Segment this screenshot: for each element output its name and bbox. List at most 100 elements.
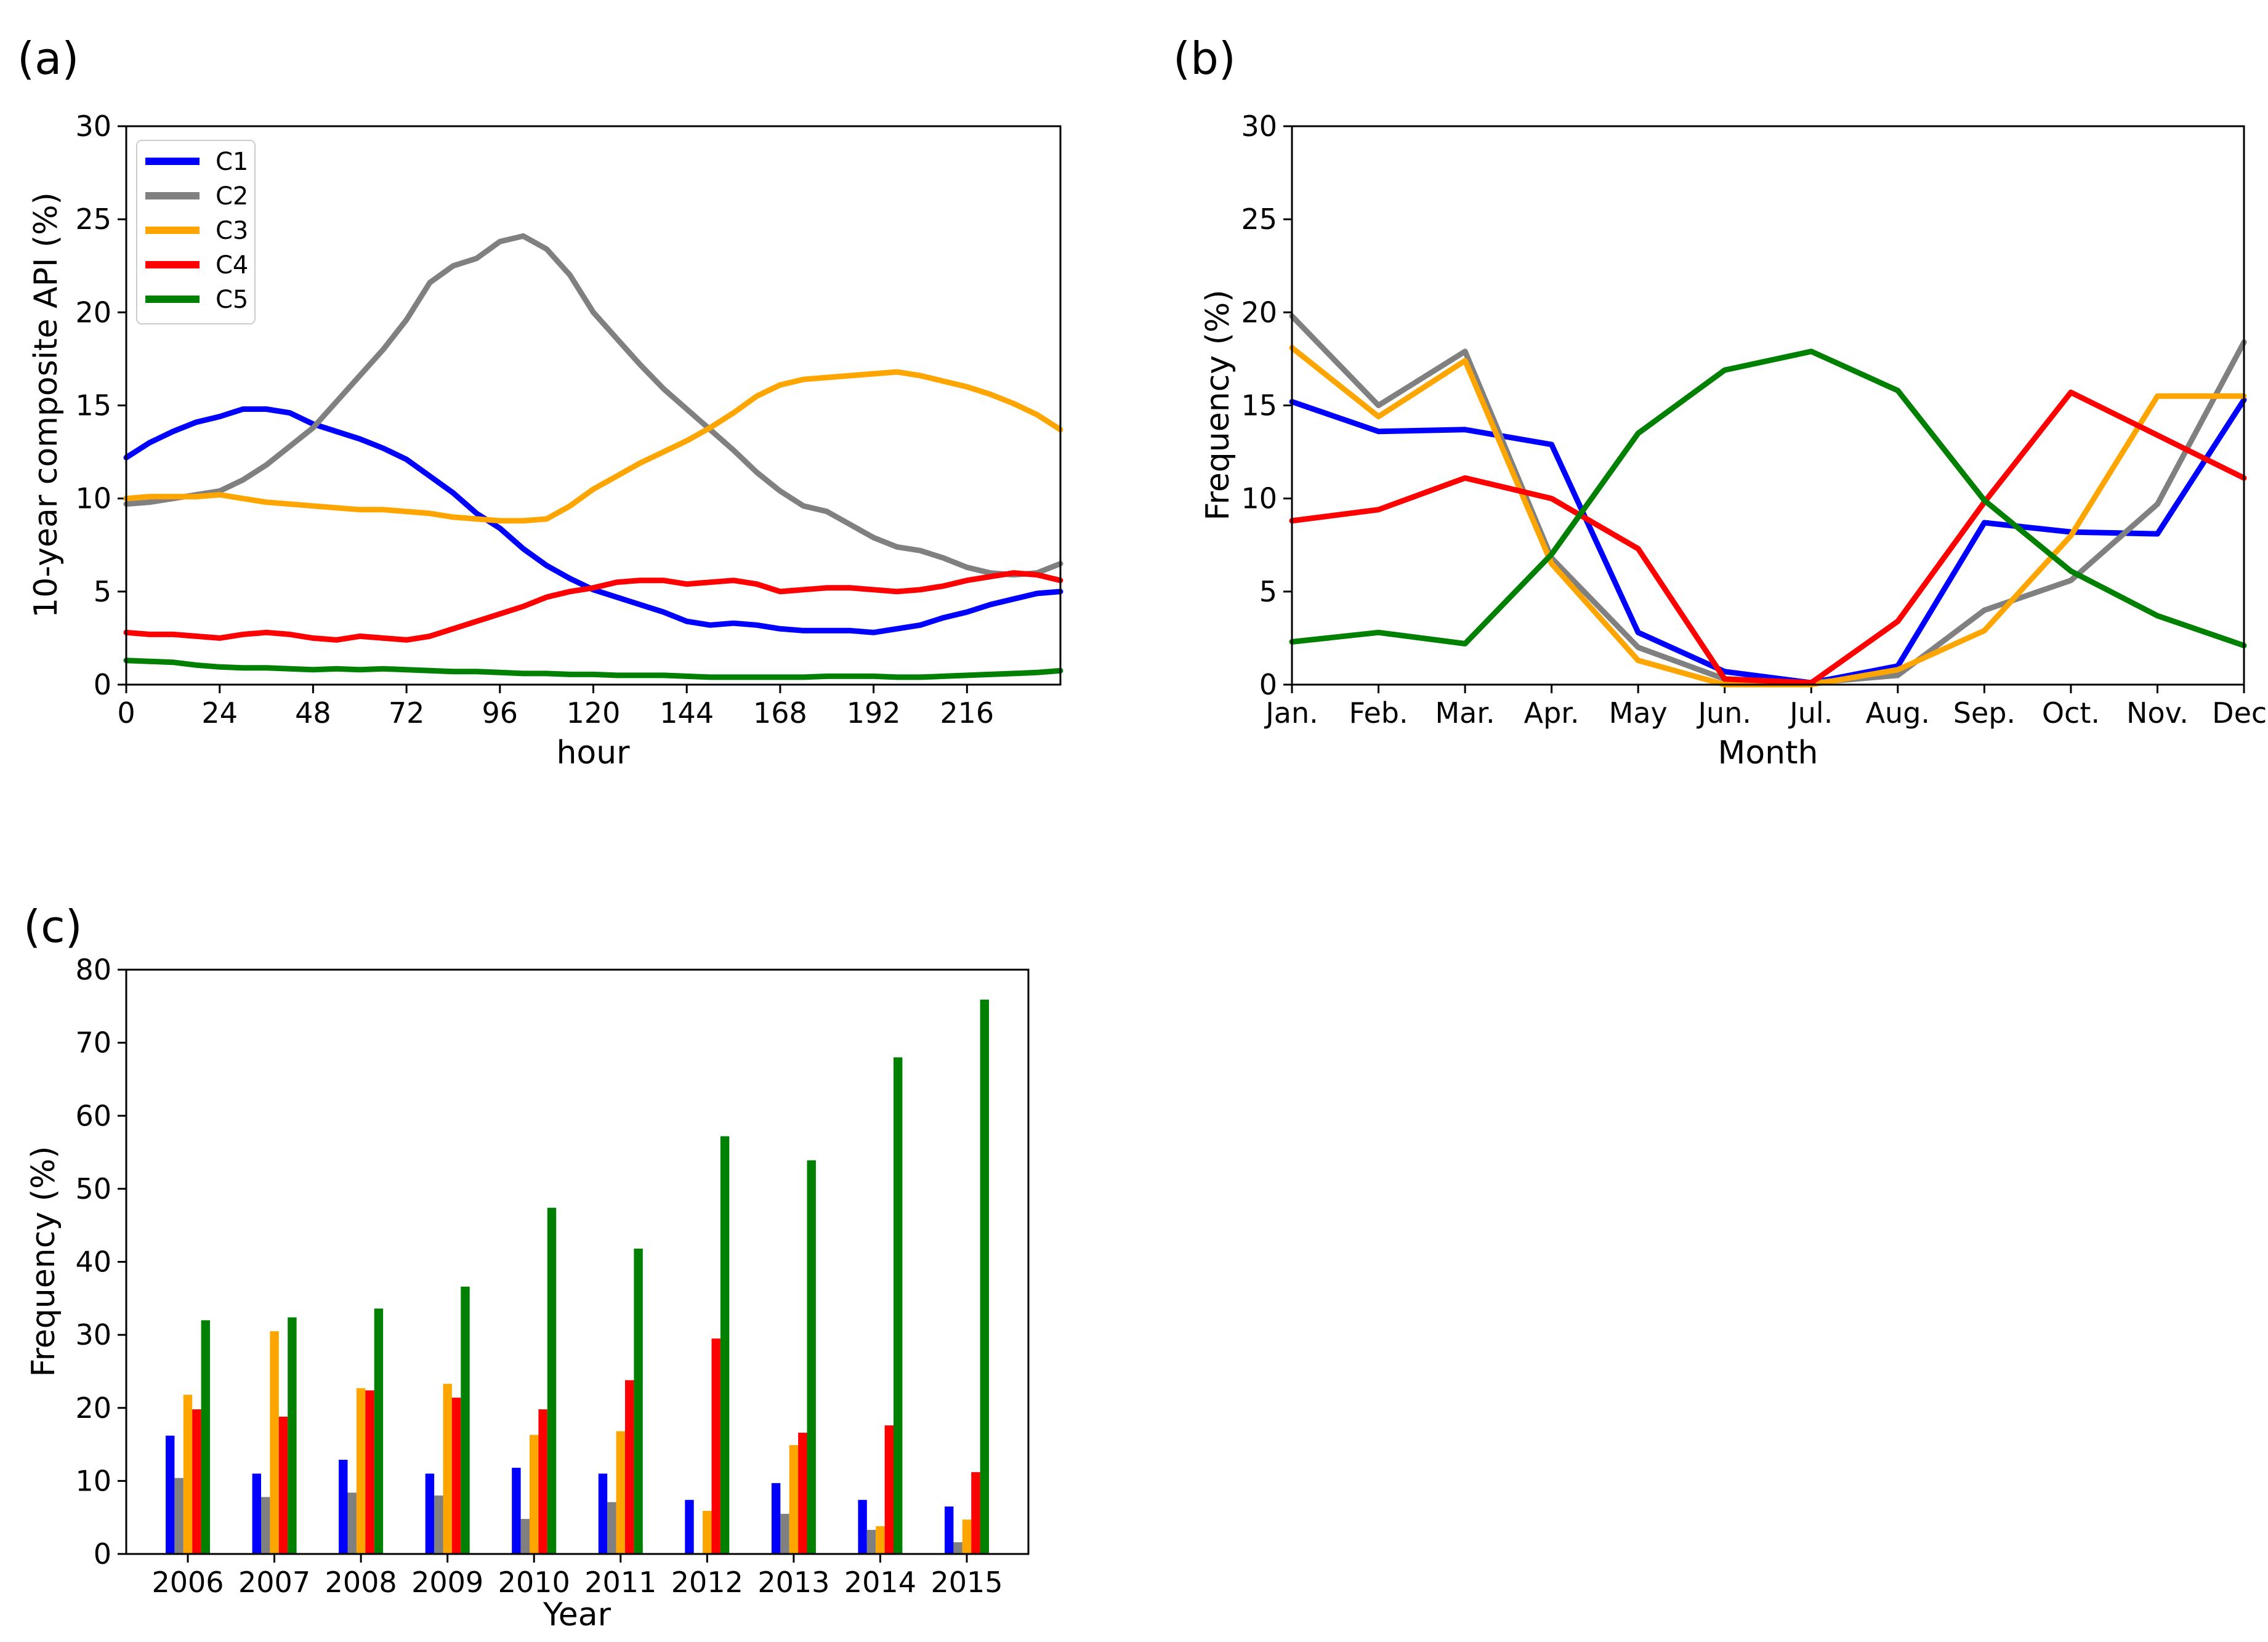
- panel-c-y-axis-label: Frequency (%): [25, 1146, 62, 1377]
- panel-b-y-tick-label: 20: [1241, 296, 1277, 329]
- panel-a-plot-frame: [125, 125, 1062, 686]
- panel-b-x-tick-label: Jul.: [1788, 696, 1833, 730]
- panel-a-x-tick-label: 216: [940, 696, 994, 730]
- panel-a-plot-area: 0 5 10 15 20 25 30 0 24 48 72 96 120 144 168 192 216 C1 C2…: [75, 110, 1063, 730]
- panel-c-bar-C4-2007: [278, 1417, 288, 1554]
- panel-a-series-line-C3: [123, 369, 1063, 524]
- panel-a-x-tick-label: 144: [660, 696, 714, 730]
- panel-c-bar-C2-2008: [347, 1492, 357, 1554]
- panel-c-x-tick-label: 2008: [325, 1566, 397, 1599]
- panel-c-bar-C1-2011: [598, 1473, 608, 1554]
- panel-a-y-tick-label: 25: [75, 203, 111, 236]
- panel-c-bar-C3-2008: [356, 1388, 366, 1554]
- panel-c-bar-C2-2009: [434, 1495, 443, 1554]
- panel-a-x-tick-label: 168: [753, 696, 807, 730]
- panel-c-bar-C1-2009: [425, 1473, 435, 1554]
- panel-c-bar-C2-2013: [780, 1513, 789, 1554]
- panel-b-x-tick-label: Mar.: [1435, 696, 1495, 730]
- panel-c-y-tick-label: 70: [75, 1026, 111, 1060]
- panel-b-y-axis-label: Frequency (%): [1200, 289, 1237, 520]
- panel-c-bar-C1-2015: [945, 1506, 954, 1554]
- panel-a-legend-label-C4: C4: [216, 251, 248, 280]
- panel-a-x-tick-label: 24: [201, 696, 238, 730]
- panel-c-y-tick-label: 10: [75, 1464, 111, 1497]
- panel-c-bar-C3-2012: [703, 1511, 712, 1554]
- panel-b-x-tick-label: Sep.: [1953, 696, 2016, 730]
- panel-b-x-tick-label: Aug.: [1866, 696, 1930, 730]
- panel-c-y-tick-label: 80: [75, 953, 111, 986]
- panel-a-x-tick-label: 48: [295, 696, 331, 730]
- panel-b-chart: (b) Month Frequency (%) 0 5 10 15 20 25 30 Jan.…: [1173, 33, 2268, 771]
- panel-a-y-tick-label: 5: [94, 575, 111, 608]
- panel-c-bar-C1-2007: [252, 1473, 261, 1554]
- panel-c-bar-C3-2013: [789, 1445, 799, 1554]
- panel-b-y-tick-label: 25: [1241, 203, 1277, 236]
- panel-c-bar-C2-2015: [953, 1542, 962, 1554]
- panel-a-x-tick-label: 192: [847, 696, 901, 730]
- panel-b-x-axis-label: Month: [1718, 734, 1818, 771]
- panel-c-plot-area: 0 10 20 30 40 50 60 70 80 2006 2007 2008 2009 2010 201…: [75, 953, 1030, 1599]
- panel-c-bar-C3-2010: [530, 1435, 539, 1554]
- panel-a-chart: (a) hour 10-year composite API (%) 0 5 10 1…: [17, 33, 1063, 771]
- panel-a-y-axis-label: 10-year composite API (%): [28, 192, 65, 618]
- panel-c-bar-C3-2014: [876, 1526, 885, 1554]
- panel-c-bar-C3-2015: [962, 1519, 972, 1554]
- panel-c-bar-C1-2014: [858, 1500, 867, 1554]
- panel-c-bar-C1-2013: [771, 1483, 781, 1554]
- panel-a-legend-label-C2: C2: [216, 182, 248, 211]
- panel-c-bar-C2-2014: [866, 1529, 876, 1554]
- panel-a-label: (a): [17, 33, 79, 84]
- panel-a-series-line-C4: [123, 570, 1063, 643]
- panel-c-x-tick-label: 2009: [411, 1566, 483, 1599]
- panel-b-plot-area: 0 5 10 15 20 25 30 Jan. Feb. Mar. Apr. May Jun. Jul. A…: [1241, 110, 2268, 730]
- panel-b-series-line-C3: [1289, 345, 2247, 688]
- panel-c-bar-C3-2011: [616, 1431, 625, 1554]
- panel-c-x-tick-label: 2011: [584, 1566, 656, 1599]
- panel-a-y-tick-label: 0: [94, 668, 111, 701]
- panel-c-bar-C3-2009: [443, 1383, 452, 1554]
- panel-c-x-tick-label: 2015: [930, 1566, 1003, 1599]
- panel-a-y-tick-label: 20: [75, 296, 111, 329]
- panel-c-x-tick-label: 2010: [498, 1566, 570, 1599]
- panel-c-bar-C5-2013: [807, 1160, 816, 1554]
- panel-c-bar-C1-2006: [166, 1435, 175, 1554]
- panel-c-bar-C5-2009: [461, 1286, 470, 1554]
- panel-c-y-tick-label: 20: [75, 1391, 111, 1425]
- panel-b-x-tick-label: Feb.: [1349, 696, 1408, 730]
- panel-c-bar-C4-2013: [798, 1433, 807, 1554]
- panel-c-bar-C5-2012: [720, 1136, 730, 1554]
- panel-c-x-tick-label: 2007: [238, 1566, 310, 1599]
- panel-b-label: (b): [1173, 33, 1236, 84]
- panel-c-y-tick-label: 40: [75, 1246, 111, 1279]
- panel-b-series-line-C1: [1289, 396, 2247, 686]
- panel-a-series-line-C2: [123, 233, 1063, 578]
- panel-c-label: (c): [23, 901, 83, 952]
- panel-c-x-axis-label: Year: [543, 1596, 611, 1633]
- panel-c-y-tick-label: 50: [75, 1172, 111, 1205]
- panel-c-bar-C4-2010: [538, 1409, 547, 1554]
- panel-c-x-tick-label: 2013: [757, 1566, 829, 1599]
- panel-b-x-tick-label: Nov.: [2126, 696, 2189, 730]
- panel-a-series-line-C1: [123, 406, 1063, 635]
- panel-b-x-tick-label: Dec.: [2212, 696, 2268, 730]
- panel-a-x-tick-label: 72: [389, 696, 425, 730]
- panel-b-y-tick-label: 0: [1259, 668, 1277, 701]
- panel-c-bar-C2-2007: [261, 1497, 270, 1554]
- panel-b-x-tick-label: May: [1609, 696, 1668, 730]
- panel-b-y-tick-label: 30: [1241, 110, 1277, 143]
- panel-b-series-line-C4: [1289, 389, 2247, 686]
- panel-b-x-tick-label: Apr.: [1524, 696, 1580, 730]
- panel-b-x-tick-label: Jun.: [1696, 696, 1751, 730]
- panel-c-bar-C4-2012: [711, 1338, 720, 1554]
- panel-a-x-tick-label: 0: [117, 696, 135, 730]
- panel-a-y-tick-label: 10: [75, 482, 111, 515]
- panel-c-bar-C2-2011: [607, 1502, 616, 1554]
- panel-c-bar-C5-2014: [894, 1057, 903, 1554]
- panel-b-series-line-C5: [1289, 348, 2247, 648]
- panel-c-bar-C5-2008: [374, 1308, 384, 1554]
- panel-b-plot-frame: [1291, 125, 2245, 686]
- panel-c-bar-C2-2006: [174, 1478, 184, 1554]
- panel-c-bar-C4-2015: [971, 1472, 980, 1554]
- panel-a-y-tick-label: 30: [75, 110, 111, 143]
- panel-c-y-tick-label: 30: [75, 1318, 111, 1351]
